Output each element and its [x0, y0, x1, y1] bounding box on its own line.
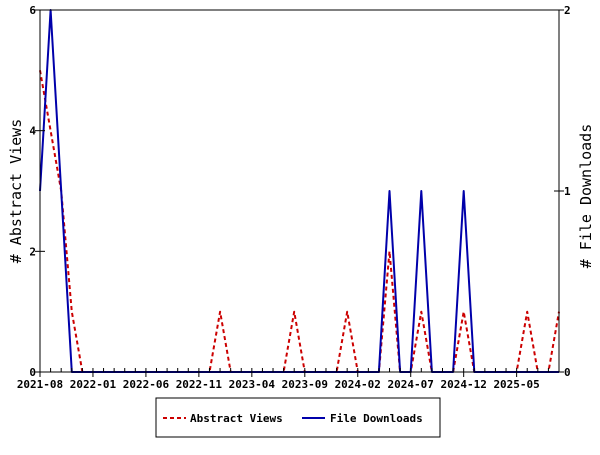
series-line-file-downloads — [39, 9, 559, 373]
x-tick-label: 2021-08 — [17, 378, 63, 391]
y-right-tick-label: 0 — [564, 366, 571, 379]
series-line-abstract-views — [39, 70, 560, 373]
y-left-tick-label: 4 — [29, 125, 36, 138]
series-layer — [39, 9, 560, 373]
x-tick-label: 2024-02 — [335, 378, 381, 391]
legend-label-file-downloads: File Downloads — [330, 412, 423, 425]
y-right-tick-label: 1 — [564, 185, 571, 198]
legend-label-abstract-views: Abstract Views — [190, 412, 283, 425]
axes-layer — [39, 9, 560, 373]
legend-box — [155, 397, 441, 438]
ticks-layer: 2021-08 2022-01 2022-06 2022-11 2023-04 2023-… — [17, 4, 571, 391]
x-tick-label: 2022-06 — [123, 378, 170, 391]
legend: Abstract Views File Downloads — [155, 397, 441, 438]
x-tick-label: 2024-07 — [388, 378, 434, 391]
x-tick-label: 2022-11 — [176, 378, 223, 391]
x-tick-label: 2023-04 — [229, 378, 276, 391]
y-left-tick-label: 6 — [29, 4, 36, 17]
y-axis-right-title: # File Downloads — [577, 124, 595, 269]
plot-frame — [39, 9, 560, 373]
x-tick-label: 2022-01 — [70, 378, 117, 391]
x-tick-label: 2023-09 — [282, 378, 328, 391]
x-tick-label: 2024-12 — [440, 378, 486, 391]
y-left-tick-label: 0 — [29, 366, 36, 379]
y-right-tick-label: 2 — [564, 4, 571, 17]
y-axis-left-title: # Abstract Views — [7, 119, 25, 264]
y-left-tick-label: 2 — [29, 245, 36, 258]
x-tick-label: 2025-05 — [493, 378, 539, 391]
